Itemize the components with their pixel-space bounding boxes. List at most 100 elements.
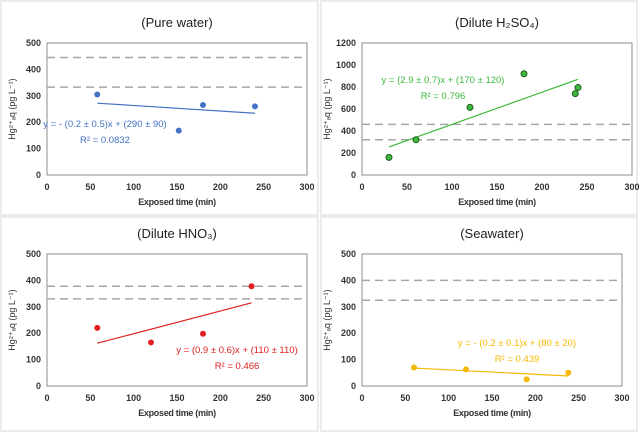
data-point	[94, 91, 101, 98]
x-tick-label: 100	[441, 393, 456, 403]
data-point	[520, 70, 528, 78]
y-tick-label: 0	[36, 381, 41, 391]
y-tick-label: 400	[341, 126, 356, 136]
x-tick-label: 150	[169, 393, 184, 403]
x-tick-label: 0	[359, 182, 364, 192]
r-squared-label: R² = 0.796	[421, 91, 466, 102]
y-axis-label: Hg²⁺ₐq (pg L⁻¹)	[322, 289, 332, 350]
x-tick-label: 250	[256, 182, 271, 192]
r-squared-label: R² = 0.466	[215, 361, 260, 372]
x-tick-label: 300	[614, 393, 629, 403]
data-point	[523, 376, 530, 383]
y-tick-label: 800	[341, 82, 356, 92]
plot-area	[361, 253, 623, 387]
y-tick-label: 500	[26, 249, 41, 259]
data-point	[565, 369, 572, 376]
data-point	[248, 283, 255, 290]
y-tick-label: 200	[341, 148, 356, 158]
chart-panel: (Dilute H₂SO₄) 0 50 100 150 200 250 300 0 200 400 6…	[320, 0, 639, 216]
y-axis-label: Hg²⁺ₐq (pg L⁻¹)	[7, 289, 17, 350]
y-tick-label: 100	[26, 355, 41, 365]
x-tick-label: 100	[444, 182, 459, 192]
data-point	[94, 324, 101, 331]
plot-area	[361, 42, 633, 176]
panel-border	[320, 0, 638, 216]
x-axis-label: Exposed time (min)	[138, 408, 216, 418]
regression-equation: y = (2.9 ± 0.7)x + (170 ± 120)	[382, 75, 505, 86]
x-tick-label: 150	[489, 182, 504, 192]
x-tick-label: 200	[528, 393, 543, 403]
data-point	[385, 153, 393, 161]
chart-title: (Seawater)	[460, 226, 524, 241]
x-tick-label: 200	[534, 182, 549, 192]
trendline	[97, 302, 252, 344]
y-tick-label: 1200	[336, 38, 356, 48]
x-tick-label: 100	[126, 393, 141, 403]
chart-panel: (Pure water) 0 50 100 150 200 250 300 0 100 200 300…	[0, 0, 319, 216]
x-tick-label: 50	[85, 393, 95, 403]
x-tick-label: 250	[256, 393, 271, 403]
regression-equation: y = (0.9 ± 0.6)x + (110 ± 110)	[176, 345, 298, 356]
data-point	[200, 102, 206, 109]
regression-equation: y = - (0.2 ± 0.5)x + (290 ± 90)	[43, 119, 166, 130]
chart-title: (Pure water)	[141, 15, 213, 30]
x-tick-label: 150	[169, 182, 184, 192]
y-tick-label: 200	[341, 328, 356, 338]
x-tick-label: 50	[402, 182, 412, 192]
x-tick-label: 300	[299, 393, 314, 403]
plot-area	[46, 42, 308, 176]
x-tick-label: 150	[484, 393, 499, 403]
x-tick-label: 0	[44, 393, 49, 403]
plot-area	[46, 253, 308, 387]
y-tick-label: 400	[341, 275, 356, 285]
x-tick-label: 200	[213, 182, 228, 192]
data-point	[466, 103, 474, 111]
panel-border	[320, 216, 638, 432]
y-tick-label: 300	[26, 91, 41, 101]
y-tick-label: 0	[36, 170, 41, 180]
data-point	[200, 330, 206, 337]
x-tick-label: 50	[85, 182, 95, 192]
trendline	[388, 78, 579, 148]
chart-title: (Dilute H₂SO₄)	[455, 15, 539, 30]
x-tick-label: 250	[579, 182, 594, 192]
y-axis-label: Hg²⁺ₐq (pg L⁻¹)	[322, 78, 332, 139]
y-axis-label: Hg²⁺ₐq (pg L⁻¹)	[7, 78, 17, 139]
y-tick-label: 100	[341, 355, 356, 365]
y-tick-label: 1000	[336, 60, 356, 70]
trendline	[413, 367, 569, 377]
y-tick-label: 0	[351, 170, 356, 180]
chart-panel: (Dilute HNO₃) 0 50 100 150 200 250 300 0 100 200 30…	[0, 216, 319, 432]
x-tick-label: 100	[126, 182, 141, 192]
x-tick-label: 250	[571, 393, 586, 403]
data-point	[571, 90, 579, 98]
data-point	[412, 136, 420, 144]
panel-border	[0, 0, 319, 216]
y-tick-label: 500	[26, 38, 41, 48]
y-tick-label: 100	[26, 144, 41, 154]
data-point	[175, 127, 182, 134]
trendline	[97, 102, 256, 114]
r-squared-label: R² = 0.439	[495, 354, 540, 365]
data-point	[252, 103, 258, 110]
x-tick-label: 50	[400, 393, 410, 403]
y-tick-label: 200	[26, 117, 41, 127]
y-tick-label: 600	[341, 104, 356, 114]
x-tick-label: 0	[44, 182, 49, 192]
x-axis-label: Exposed time (min)	[458, 197, 536, 207]
regression-equation: y = - (0.2 ± 0.1)x + (80 ± 20)	[458, 338, 576, 349]
panel-border	[0, 216, 319, 432]
x-tick-label: 200	[213, 393, 228, 403]
x-tick-label: 0	[359, 393, 364, 403]
y-tick-label: 300	[341, 302, 356, 312]
y-tick-label: 200	[26, 328, 41, 338]
data-point	[574, 84, 582, 92]
data-point	[148, 339, 154, 346]
x-tick-label: 300	[299, 182, 314, 192]
y-tick-label: 400	[26, 64, 41, 74]
chart-panel: (Seawater) 0 50 100 150 200 250 300 0 100 200 300 40…	[320, 216, 638, 432]
y-tick-label: 400	[26, 275, 41, 285]
r-squared-label: R² = 0.0832	[80, 135, 130, 146]
x-axis-label: Exposed time (min)	[138, 197, 216, 207]
